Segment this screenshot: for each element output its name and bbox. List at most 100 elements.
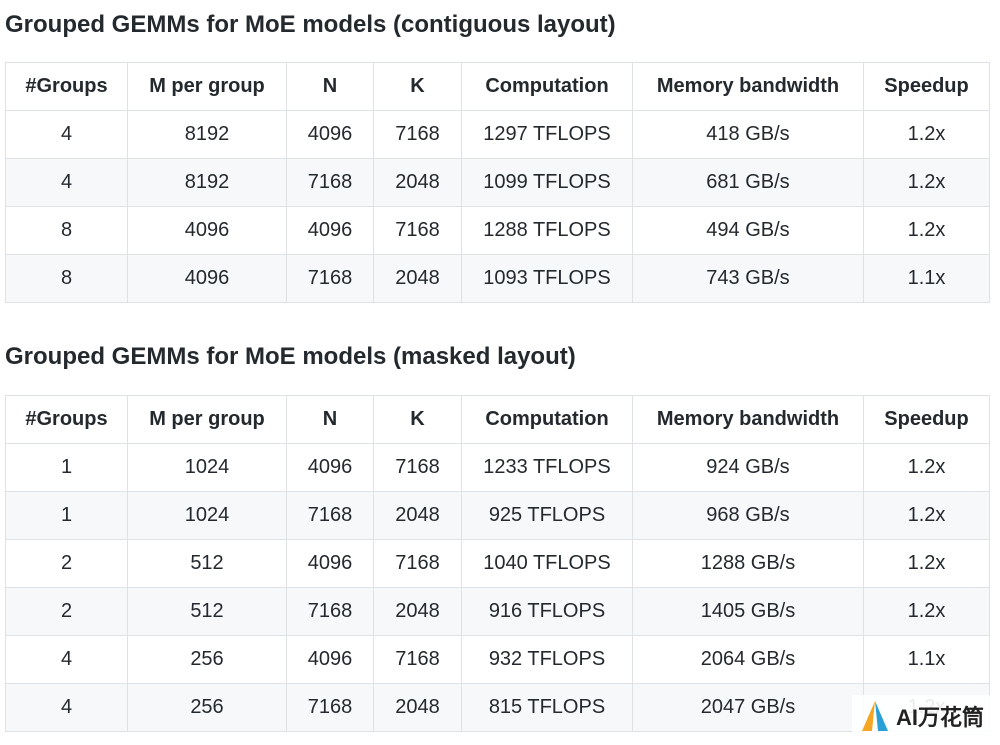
table-row: 4 256 4096 7168 932 TFLOPS 2064 GB/s 1.1x: [5, 635, 990, 684]
table-cell: 8192: [127, 110, 287, 159]
table-cell: 1.2x: [863, 158, 990, 207]
table-cell: 8: [5, 254, 128, 303]
table-cell: 932 TFLOPS: [461, 635, 633, 684]
table-cell: 1297 TFLOPS: [461, 110, 633, 159]
table-cell: 681 GB/s: [632, 158, 864, 207]
table: #Groups M per group N K Computation Memory ba…: [5, 395, 990, 732]
header-cell: Memory bandwidth: [632, 395, 864, 444]
header-cell: Memory bandwidth: [632, 62, 864, 111]
table-cell: 2: [5, 587, 128, 636]
table-cell: 4: [5, 158, 128, 207]
table-cell: 4096: [286, 539, 374, 588]
table-title: Grouped GEMMs for MoE models (contiguous…: [5, 11, 616, 38]
table-title: Grouped GEMMs for MoE models (masked lay…: [5, 343, 576, 370]
table-cell: 1.2x: [863, 206, 990, 255]
table-cell: 8192: [127, 158, 287, 207]
table-cell: 4096: [286, 443, 374, 492]
table-cell: 1040 TFLOPS: [461, 539, 633, 588]
header-row: #Groups M per group N K Computation Memory ba…: [5, 395, 990, 444]
header-cell: K: [373, 62, 462, 111]
header-cell: M per group: [127, 395, 287, 444]
table-cell: 4096: [286, 110, 374, 159]
table-cell: 4096: [127, 206, 287, 255]
header-cell: N: [286, 395, 374, 444]
table-cell: 418 GB/s: [632, 110, 864, 159]
table-cell: 4: [5, 635, 128, 684]
header-cell: #Groups: [5, 395, 128, 444]
table-cell: 2048: [373, 491, 462, 540]
table-cell: 743 GB/s: [632, 254, 864, 303]
table-cell: 4: [5, 110, 128, 159]
header-cell: N: [286, 62, 374, 111]
table-cell: 7168: [286, 254, 374, 303]
table-cell: 1233 TFLOPS: [461, 443, 633, 492]
header-cell: K: [373, 395, 462, 444]
header-cell: Computation: [461, 62, 633, 111]
table-cell: 1.2x: [863, 491, 990, 540]
table-cell: 7168: [373, 635, 462, 684]
table-cell: 1288 TFLOPS: [461, 206, 633, 255]
table-cell: 924 GB/s: [632, 443, 864, 492]
table-cell: 7168: [373, 443, 462, 492]
table-cell: 7168: [373, 539, 462, 588]
table-cell: 7168: [373, 110, 462, 159]
table-cell: 7168: [286, 491, 374, 540]
table-cell: 4: [5, 683, 128, 732]
table-cell: 2048: [373, 683, 462, 732]
header-cell: Computation: [461, 395, 633, 444]
header-row: #Groups M per group N K Computation Memory ba…: [5, 62, 990, 111]
table-cell: 512: [127, 539, 287, 588]
table-cell: 512: [127, 587, 287, 636]
header-cell: Speedup: [863, 395, 990, 444]
table-cell: 7168: [373, 206, 462, 255]
table-cell: 815 TFLOPS: [461, 683, 633, 732]
table-cell: 1024: [127, 491, 287, 540]
watermark-logo: [861, 701, 888, 731]
table-cell: 1.1x: [863, 635, 990, 684]
watermark-text: AI万花筒: [895, 705, 984, 730]
table-cell: 2064 GB/s: [632, 635, 864, 684]
table-cell: 1.1x: [863, 254, 990, 303]
table-row: 8 4096 7168 2048 1093 TFLOPS 743 GB/s 1.1x: [5, 254, 990, 303]
table-cell: 2048: [373, 587, 462, 636]
table-cell: 1: [5, 443, 128, 492]
table-cell: 256: [127, 635, 287, 684]
table-cell: 4096: [127, 254, 287, 303]
table-cell: 494 GB/s: [632, 206, 864, 255]
table-cell: 1.2x: [863, 443, 990, 492]
watermark: AI万花筒: [851, 695, 992, 737]
table-cell: 1.2x: [863, 110, 990, 159]
table-cell: 7168: [286, 587, 374, 636]
table: #Groups M per group N K Computation Memory ba…: [5, 62, 990, 303]
header-cell: Speedup: [863, 62, 990, 111]
table-cell: 8: [5, 206, 128, 255]
table-row: 4 8192 7168 2048 1099 TFLOPS 681 GB/s 1.2x: [5, 158, 990, 207]
table-cell: 2047 GB/s: [632, 683, 864, 732]
table-cell: 1024: [127, 443, 287, 492]
table-cell: 1405 GB/s: [632, 587, 864, 636]
table-cell: 1093 TFLOPS: [461, 254, 633, 303]
table-cell: 2: [5, 539, 128, 588]
table-cell: 916 TFLOPS: [461, 587, 633, 636]
table-row: 1 1024 4096 7168 1233 TFLOPS 924 GB/s 1.2x: [5, 443, 990, 492]
header-cell: #Groups: [5, 62, 128, 111]
table-cell: 256: [127, 683, 287, 732]
table-cell: 925 TFLOPS: [461, 491, 633, 540]
table-cell: 1.2x: [863, 587, 990, 636]
table-row: 1 1024 7168 2048 925 TFLOPS 968 GB/s 1.2x: [5, 491, 990, 540]
table-row: 4 8192 4096 7168 1297 TFLOPS 418 GB/s 1.2x: [5, 110, 990, 159]
table-cell: 1: [5, 491, 128, 540]
table-cell: 2048: [373, 158, 462, 207]
table-row: 2 512 4096 7168 1040 TFLOPS 1288 GB/s 1.2x: [5, 539, 990, 588]
header-cell: M per group: [127, 62, 287, 111]
table-cell: 968 GB/s: [632, 491, 864, 540]
table-cell: 7168: [286, 683, 374, 732]
table-cell: 2048: [373, 254, 462, 303]
table-cell: 1288 GB/s: [632, 539, 864, 588]
table-cell: 1.2x: [863, 539, 990, 588]
table-cell: 1099 TFLOPS: [461, 158, 633, 207]
table-cell: 4096: [286, 206, 374, 255]
table-cell: 4096: [286, 635, 374, 684]
